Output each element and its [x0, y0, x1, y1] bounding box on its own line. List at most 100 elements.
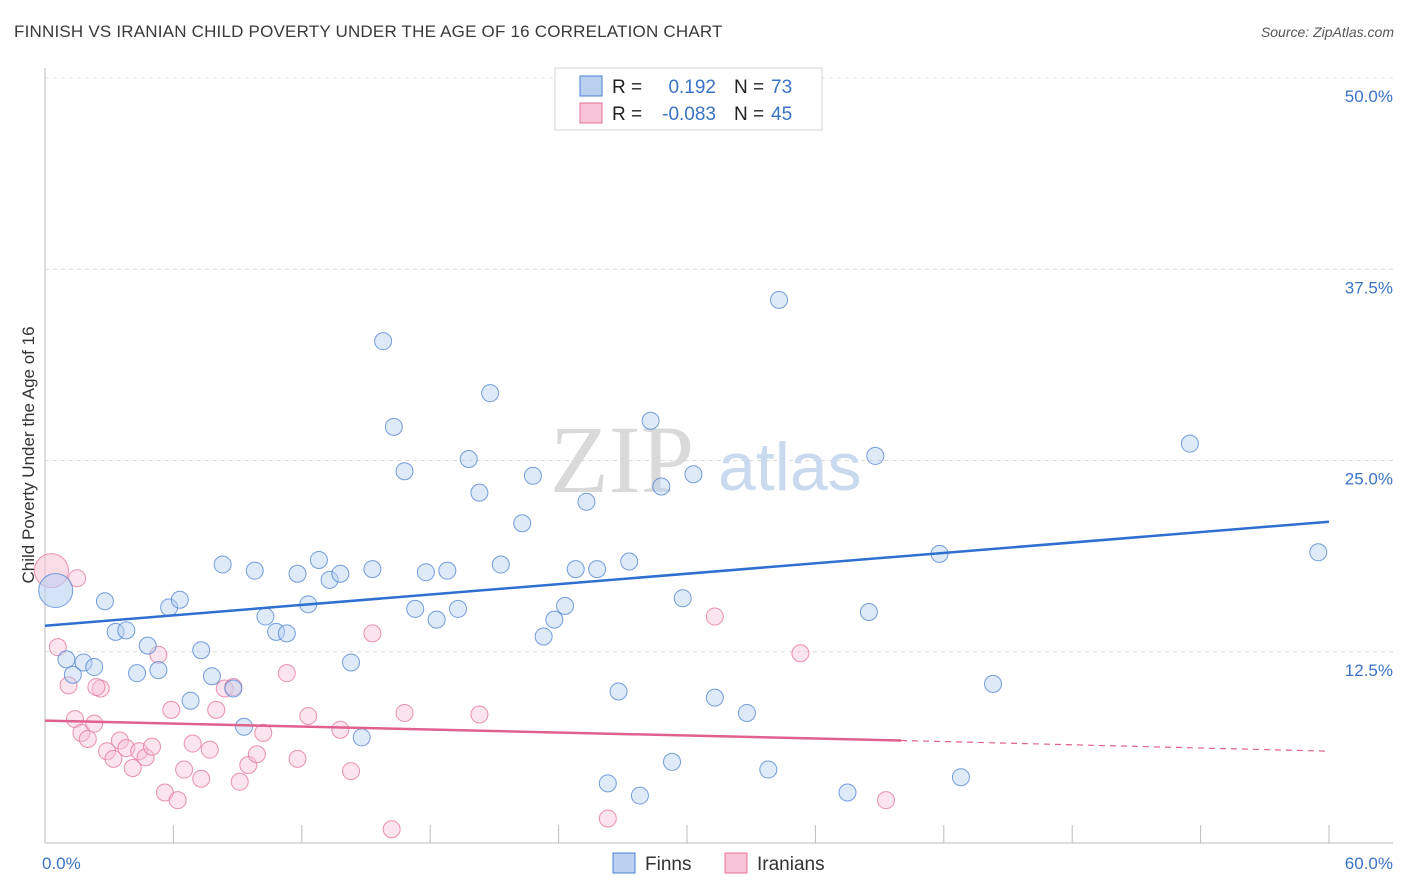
legend-swatch-iranians [579, 102, 603, 124]
y-tick-label-0: 12.5% [1345, 661, 1393, 680]
iran-point-2 [59, 676, 78, 695]
correlation-legend: R = 0.192 N = 73 R = -0.083 N = 45 [554, 67, 823, 131]
finn-point-17 [224, 679, 243, 698]
finns-trend-line [44, 520, 1330, 627]
finn-point-16 [213, 555, 232, 574]
finn-point-0 [38, 573, 74, 609]
finn-point-7 [117, 621, 136, 640]
iran-point-12 [110, 731, 129, 750]
finn-point-27 [331, 564, 350, 583]
finn-point-65 [838, 783, 857, 802]
finn-point-50 [588, 560, 607, 579]
finn-point-62 [759, 760, 778, 779]
finn-point-59 [684, 465, 703, 484]
finn-point-40 [470, 483, 489, 502]
finn-point-71 [1180, 434, 1199, 453]
finn-point-44 [523, 466, 542, 485]
bottom-legend-swatch-iranians [724, 852, 748, 874]
finn-point-29 [352, 728, 371, 747]
finn-point-20 [256, 607, 275, 626]
finn-point-51 [598, 774, 617, 793]
finn-point-38 [449, 599, 468, 618]
y-tick-label-1: 25.0% [1345, 470, 1393, 489]
finn-point-61 [737, 703, 756, 722]
iran-point-36 [331, 720, 350, 739]
iranians-trend-extension [900, 739, 1330, 752]
finn-point-19 [245, 561, 264, 580]
iran-point-23 [183, 734, 202, 753]
finn-point-72 [1309, 543, 1328, 562]
finn-point-30 [363, 560, 382, 579]
finn-point-55 [641, 411, 660, 430]
iran-point-5 [68, 569, 87, 588]
bottom-legend-iranians: Iranians [757, 854, 825, 875]
finn-point-18 [235, 717, 254, 736]
y-axis-label: Child Poverty Under the Age of 16 [19, 326, 38, 583]
iran-point-29 [230, 772, 249, 791]
legend-finns-r-label: R = [612, 77, 642, 98]
iran-point-39 [382, 820, 401, 839]
iran-point-6 [78, 729, 97, 748]
finn-point-4 [85, 658, 104, 677]
finn-point-32 [384, 417, 403, 436]
finn-point-9 [138, 636, 157, 655]
finn-point-25 [309, 550, 328, 569]
finn-point-14 [192, 641, 211, 660]
finn-point-60 [705, 688, 724, 707]
iran-point-42 [598, 809, 617, 828]
finn-point-26 [320, 570, 339, 589]
x-tick-min: 0.0% [42, 854, 81, 873]
iran-point-9 [87, 677, 106, 696]
finn-point-52 [609, 682, 628, 701]
finn-point-47 [556, 596, 575, 615]
legend-finns-n-label: N = [734, 77, 764, 98]
grid-lines [45, 77, 1393, 653]
iran-point-16 [136, 748, 155, 767]
iran-point-33 [277, 664, 296, 683]
iran-point-1 [48, 638, 67, 657]
y-tick-label-3: 50.0% [1345, 87, 1393, 106]
finn-point-10 [149, 661, 168, 680]
legend-finns-r-value: 0.192 [668, 77, 716, 98]
finn-point-66 [859, 602, 878, 621]
chart-title: FINNISH VS IRANIAN CHILD POVERTY UNDER T… [14, 22, 723, 41]
finn-point-35 [416, 563, 435, 582]
finn-point-15 [202, 667, 221, 686]
finn-point-1 [57, 650, 76, 669]
finn-point-28 [342, 653, 361, 672]
iran-point-11 [104, 749, 123, 768]
iran-point-37 [342, 762, 361, 781]
finn-point-13 [181, 691, 200, 710]
iran-point-45 [877, 791, 896, 810]
finn-point-23 [288, 564, 307, 583]
finn-point-56 [652, 477, 671, 496]
iran-point-31 [247, 745, 266, 764]
finn-point-37 [438, 561, 457, 580]
finn-point-36 [427, 610, 446, 629]
legend-iranians-r-label: R = [612, 104, 642, 125]
finn-point-41 [481, 384, 500, 403]
iran-point-17 [143, 737, 161, 756]
iranians-points [33, 553, 896, 839]
finn-point-3 [74, 653, 93, 672]
iran-point-41 [470, 705, 489, 724]
finn-point-42 [491, 555, 510, 574]
y-tick-labels: 12.5% 25.0% 37.5% 50.0% [1345, 87, 1393, 680]
finn-point-58 [673, 589, 692, 608]
watermark-zip: ZIP [550, 406, 694, 513]
finn-point-63 [770, 290, 789, 309]
finn-point-54 [630, 786, 649, 805]
finn-point-70 [984, 674, 1003, 693]
finn-point-53 [620, 552, 639, 571]
iran-point-10 [98, 742, 117, 761]
finn-point-22 [277, 624, 296, 643]
iranians-trend-line [44, 719, 902, 742]
finn-point-57 [663, 752, 682, 771]
legend-iranians-n-value: 45 [771, 104, 792, 125]
iran-point-32 [254, 723, 273, 742]
iran-point-40 [395, 703, 414, 722]
finn-point-33 [395, 462, 414, 481]
iran-point-34 [288, 749, 307, 768]
finn-point-45 [534, 627, 553, 646]
